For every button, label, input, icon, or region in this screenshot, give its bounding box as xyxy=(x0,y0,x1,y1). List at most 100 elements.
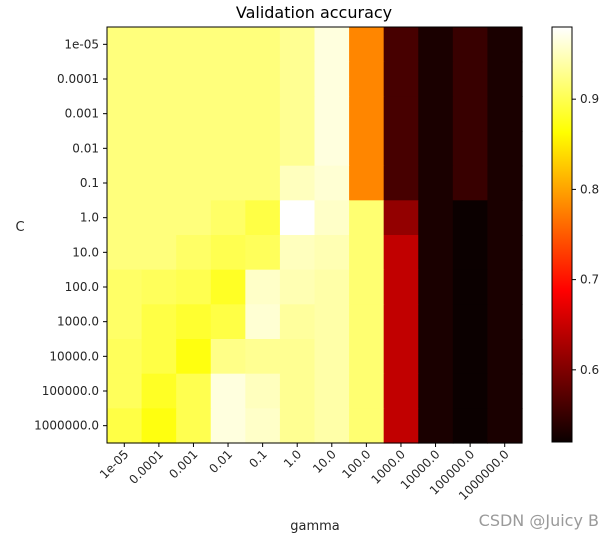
heatmap-cell xyxy=(487,339,523,375)
heatmap-cell xyxy=(279,408,316,444)
heatmap-cell xyxy=(210,408,246,444)
heatmap-cell xyxy=(452,304,489,340)
heatmap-cell xyxy=(141,339,177,375)
heatmap-cell xyxy=(141,27,177,63)
heatmap-cell xyxy=(418,131,454,167)
heatmap-cell xyxy=(487,408,523,444)
heatmap-cell xyxy=(349,96,385,132)
heatmap-cell xyxy=(245,96,281,132)
heatmap-cell xyxy=(383,131,419,167)
heatmap-cell xyxy=(279,373,316,409)
heatmap-cell xyxy=(279,131,316,167)
heatmap-cell xyxy=(452,61,489,97)
y-tick-label: 0.0001 xyxy=(57,72,99,86)
heatmap-cell xyxy=(176,304,212,340)
heatmap-cell xyxy=(314,235,350,271)
y-tick-label: 10.0 xyxy=(72,245,99,259)
plot-frame xyxy=(106,26,523,444)
y-axis-label: C xyxy=(15,220,24,235)
heatmap-cell xyxy=(349,165,385,201)
colorbar-tick-label: 0.9 xyxy=(580,92,599,106)
heatmap-cell xyxy=(314,200,350,236)
heatmap-cell xyxy=(141,235,177,271)
heatmap-cell xyxy=(383,304,419,340)
heatmap-cell xyxy=(487,165,523,201)
heatmap-cell xyxy=(210,373,246,409)
y-tick-label: 100.0 xyxy=(65,280,99,294)
y-tick-label: 1000.0 xyxy=(57,315,99,329)
heatmap-cell xyxy=(141,373,177,409)
heatmap-cell xyxy=(314,373,350,409)
heatmap-cell xyxy=(452,408,489,444)
heatmap-cell xyxy=(418,235,454,271)
heatmap-cell xyxy=(487,61,523,97)
heatmap-cell xyxy=(418,96,454,132)
heatmap-cell xyxy=(107,27,143,63)
heatmap-cell xyxy=(245,61,281,97)
heatmap-cell xyxy=(383,200,419,236)
heatmap-cell xyxy=(210,131,246,167)
heatmap-cell xyxy=(141,304,177,340)
heatmap-cell xyxy=(245,235,281,271)
chart-title: Validation accuracy xyxy=(236,3,392,22)
x-tick-label: 0.001 xyxy=(166,447,200,481)
heatmap-cell xyxy=(349,235,385,271)
heatmap-cell xyxy=(349,27,385,63)
heatmap-cell xyxy=(349,408,385,444)
heatmap-cell xyxy=(452,200,489,236)
heatmap-cell xyxy=(452,339,489,375)
x-axis-label: gamma xyxy=(290,519,340,534)
heatmap-cell xyxy=(314,96,350,132)
heatmap-cell xyxy=(383,339,419,375)
heatmap-cell xyxy=(279,269,316,305)
colorbar-ticks: 0.6 0.7 0.8 0.9 xyxy=(572,92,599,377)
heatmap-cell xyxy=(245,304,281,340)
x-tick-label: 0.0001 xyxy=(126,447,166,487)
heatmap-cell xyxy=(176,373,212,409)
watermark: CSDN @Juicy B xyxy=(479,511,599,530)
heatmap-cell xyxy=(245,269,281,305)
heatmap-cell xyxy=(279,339,316,375)
heatmap-cell xyxy=(314,131,350,167)
x-tick-label: 0.01 xyxy=(206,447,235,476)
y-tick-labels: 1e-05 0.0001 0.001 0.01 0.1 1.0 10.0 100.0 1000.… xyxy=(34,37,107,433)
heatmap-cell xyxy=(314,165,350,201)
heatmap-cell xyxy=(245,27,281,63)
heatmap-cell xyxy=(383,165,419,201)
heatmap-cell xyxy=(141,131,177,167)
heatmap-cell xyxy=(245,165,281,201)
heatmap-cell xyxy=(383,27,419,63)
heatmap-cell xyxy=(418,304,454,340)
heatmap-cell xyxy=(107,131,143,167)
heatmap-cell xyxy=(107,96,143,132)
colorbar-tick-label: 0.6 xyxy=(580,363,599,377)
heatmap-cell xyxy=(487,235,523,271)
heatmap-cell xyxy=(487,304,523,340)
heatmap-cell xyxy=(418,269,454,305)
heatmap-cell xyxy=(245,131,281,167)
heatmap-cell xyxy=(349,373,385,409)
heatmap-cell xyxy=(210,27,246,63)
heatmap-cell xyxy=(452,165,489,201)
heatmap-cell xyxy=(141,165,177,201)
heatmap-cell xyxy=(487,131,523,167)
heatmap-cell xyxy=(210,269,246,305)
heatmap-cell xyxy=(279,304,316,340)
heatmap-cell xyxy=(418,408,454,444)
x-tick-label: 0.1 xyxy=(246,447,269,470)
heatmap-cell xyxy=(107,304,143,340)
y-tick-label: 0.001 xyxy=(65,107,99,121)
heatmap-cell xyxy=(210,165,246,201)
heatmap-cell xyxy=(176,269,212,305)
heatmap-cell xyxy=(176,339,212,375)
heatmap-cell xyxy=(487,373,523,409)
heatmap-cell xyxy=(210,235,246,271)
heatmap-cell xyxy=(452,373,489,409)
heatmap-cell xyxy=(107,339,143,375)
y-tick-label: 1000000.0 xyxy=(34,419,99,433)
heatmap-cells xyxy=(107,27,523,444)
heatmap-cell xyxy=(452,131,489,167)
heatmap-cell xyxy=(349,131,385,167)
heatmap-cell xyxy=(107,269,143,305)
